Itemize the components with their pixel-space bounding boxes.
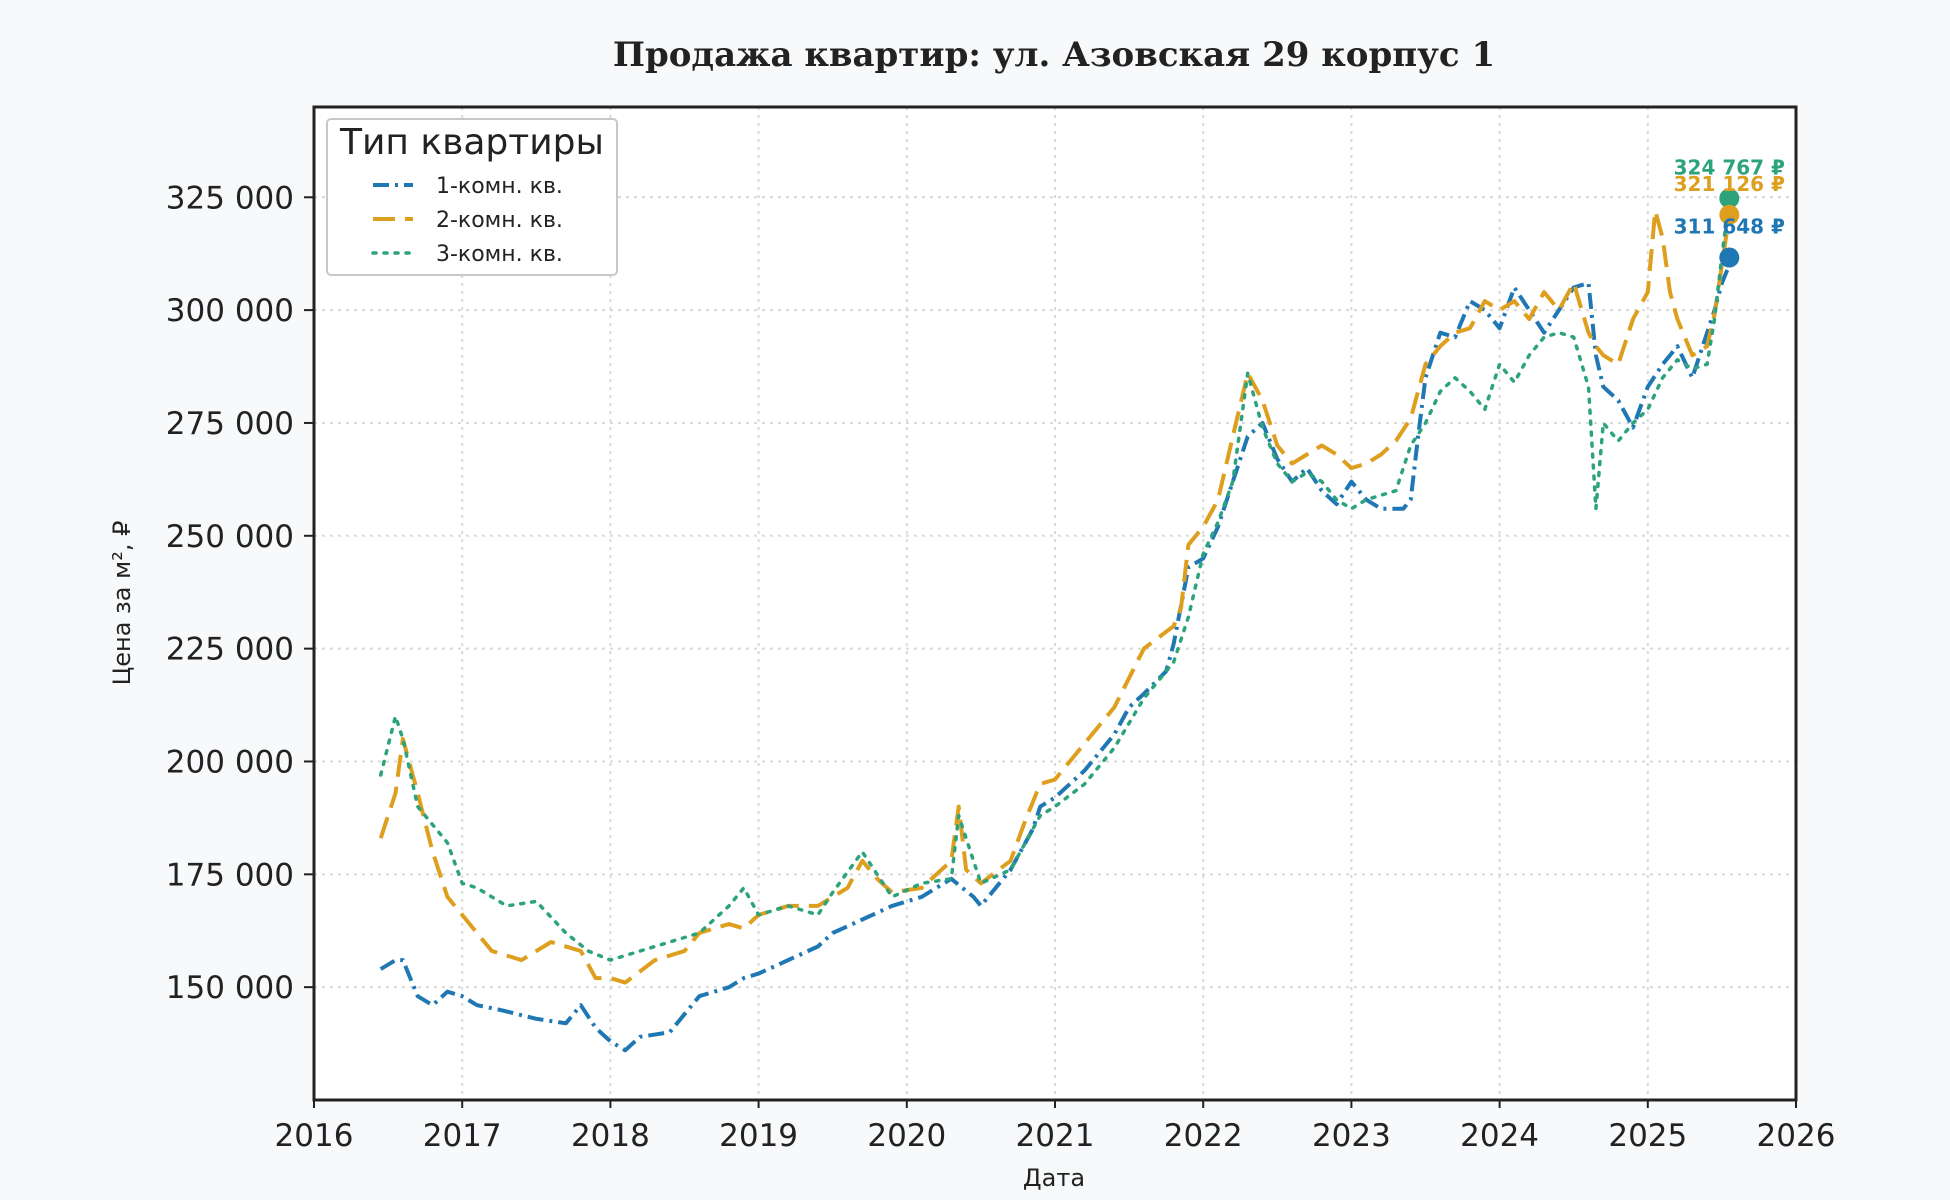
x-tick-label: 2025 (1608, 1118, 1687, 1154)
endpoint-value-label: 324 767 ₽ (1674, 155, 1785, 179)
y-tick-label: 275 000 (166, 406, 294, 442)
y-tick-label: 300 000 (166, 293, 294, 329)
x-tick-label: 2024 (1460, 1118, 1539, 1154)
x-tick-label: 2023 (1312, 1118, 1391, 1154)
legend-items: 1-комн. кв. 2-комн. кв. 3-комн. кв. (371, 174, 563, 267)
y-tick-label: 175 000 (166, 857, 294, 893)
x-tick-label: 2016 (275, 1118, 354, 1154)
series-line-3-room (378, 196, 1732, 962)
grid (314, 107, 1796, 1100)
x-tick-label: 2018 (571, 1118, 650, 1154)
legend-label: 2-комн. кв. (436, 208, 563, 233)
y-axis-label: Цена за м², ₽ (108, 521, 136, 686)
endpoint-marker (1719, 188, 1740, 209)
endpoint-marker (1719, 204, 1740, 225)
endpoint-marker (1719, 247, 1740, 268)
y-tick-label: 250 000 (166, 519, 294, 555)
legend-title: Тип квартиры (339, 122, 604, 163)
series-line-2-room (378, 208, 1732, 985)
x-tick-label: 2020 (867, 1118, 946, 1154)
endpoint-value-label: 311 648 ₽ (1674, 215, 1785, 239)
y-tick-label: 225 000 (166, 632, 294, 668)
legend-label: 1-комн. кв. (436, 174, 563, 199)
x-axis-label: Дата (1023, 1164, 1085, 1192)
legend: Тип квартиры 1-комн. кв. 2-комн. кв. 3-ком… (326, 118, 618, 276)
series-layer (378, 196, 1732, 1053)
x-axis: 2016 2017 2018 2019 2020 2021 2022 2023 2024 2025… (275, 1100, 1836, 1154)
endpoint-value-label: 321 126 ₽ (1674, 172, 1785, 196)
legend-box (326, 118, 618, 276)
y-tick-label: 325 000 (166, 180, 294, 216)
x-tick-label: 2026 (1757, 1118, 1836, 1154)
x-tick-label: 2019 (719, 1118, 798, 1154)
x-tick-label: 2022 (1164, 1118, 1243, 1154)
x-tick-label: 2021 (1016, 1118, 1095, 1154)
y-tick-label: 200 000 (166, 744, 294, 780)
legend-label: 3-комн. кв. (436, 242, 563, 267)
y-tick-label: 150 000 (166, 970, 294, 1006)
y-axis: 150 000 175 000 200 000 225 000 250 000 275 0… (166, 180, 314, 1006)
chart-title: Продажа квартир: ул. Азовская 29 корпус … (613, 35, 1495, 75)
x-tick-label: 2017 (423, 1118, 502, 1154)
endpoint-layer: 324 767 ₽321 126 ₽ 311 648 ₽ (1674, 155, 1785, 268)
